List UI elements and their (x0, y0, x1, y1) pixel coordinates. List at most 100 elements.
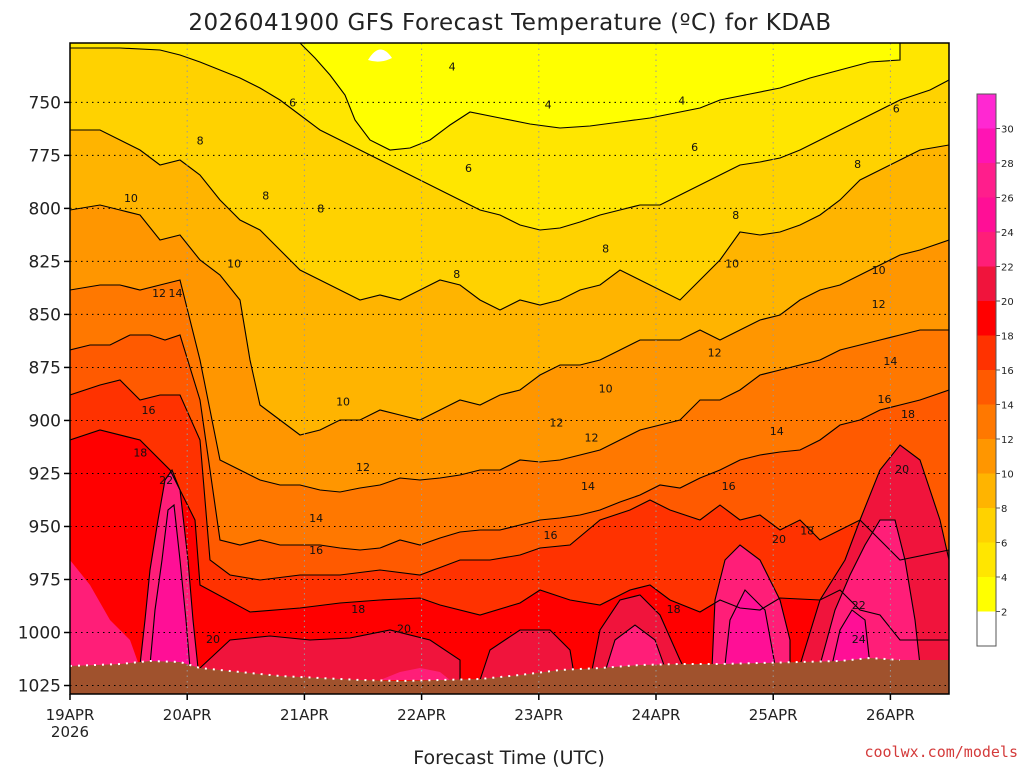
contour-label: 14 (581, 480, 595, 493)
contour-label-text: 16 (878, 393, 892, 406)
contour-label: 18 (901, 408, 915, 421)
contour-10 (70, 204, 949, 436)
contour-label: 6 (893, 103, 900, 116)
warm-pocket-19apr (70, 560, 140, 668)
contour-label-text: 10 (227, 258, 241, 271)
contour-label-text: 8 (854, 158, 861, 171)
source-credit: coolwx.com/models (864, 743, 1018, 761)
contour-4 (299, 43, 901, 151)
contour-label: 6 (691, 141, 698, 154)
contour-label-text: 20 (772, 533, 786, 546)
contour-label-text: 8 (197, 135, 204, 148)
x-axis: 19APR 20APR 21APR 22APR 23APR 24APR 25APR 26APR (46, 694, 915, 724)
contour-label-text: 14 (883, 355, 897, 368)
warm-pocket-26apr-core (832, 610, 870, 665)
colorbar-tick-label: 22 (1001, 263, 1014, 274)
contour-22-e (724, 589, 776, 666)
band-2-4 (300, 43, 900, 150)
contour-label-text: 8 (317, 202, 324, 215)
contour-label-text: 18 (133, 446, 147, 459)
contour-label: 10 (227, 258, 241, 271)
contour-label: 16 (309, 544, 323, 557)
colorbar-swatch (977, 128, 996, 163)
contour-22-a (139, 468, 199, 669)
contour-label-text: 12 (708, 347, 722, 360)
contour-label-text: 14 (770, 425, 784, 438)
colorbar-swatch (977, 163, 996, 198)
y-tick-label: 1025 (18, 677, 61, 697)
colorbar-swatch (977, 404, 996, 439)
contour-label: 16 (722, 480, 736, 493)
colorbar-tick-label: 8 (1001, 504, 1007, 515)
contour-label-text: 16 (309, 544, 323, 557)
warm-pocket-20apr-core (150, 505, 190, 668)
contour-label: 22 (159, 474, 173, 487)
contour-label: 4 (545, 98, 552, 111)
contour-label: 8 (453, 268, 460, 281)
colorbar-swatch (977, 508, 996, 543)
contour-6 (70, 47, 949, 231)
contour-label: 8 (854, 158, 861, 171)
contour-label: 8 (317, 202, 324, 215)
y-tick-label: 775 (29, 146, 61, 166)
contour-20-e (711, 544, 791, 669)
contour-label: 10 (599, 383, 613, 396)
contour-label-text: 12 (872, 298, 886, 311)
contour-label: 8 (262, 190, 269, 203)
warm-pocket-22apr (380, 668, 450, 680)
contour-label-text: 12 (356, 461, 370, 474)
contour-label: 18 (133, 446, 147, 459)
contour-label-text: 16 (722, 480, 736, 493)
contour-label: 12 (549, 417, 563, 430)
colorbar-tick-label: 6 (1001, 539, 1007, 550)
x-tick-label: 22APR (397, 706, 446, 724)
y-tick-label: 825 (29, 252, 61, 272)
contour-label-text: 4 (545, 98, 552, 111)
colorbar-swatch (977, 301, 996, 336)
contour-label-text: 12 (152, 287, 166, 300)
contour-label-text: 6 (465, 162, 472, 175)
warm-pocket-21apr (200, 630, 460, 680)
contour-lines (70, 43, 949, 681)
contour-label: 8 (732, 209, 739, 222)
contour-label: 10 (872, 264, 886, 277)
contour-label: 14 (309, 512, 323, 525)
contour-label-text: 8 (262, 190, 269, 203)
colorbar-tick-label: 12 (1001, 435, 1014, 446)
colorbar-tick-label: 26 (1001, 194, 1014, 205)
colorbar-tick-label: 14 (1001, 401, 1014, 412)
contour-label: 20 (895, 463, 909, 476)
warm-pocket-23apr (480, 630, 575, 680)
contour-label: 22 (852, 599, 866, 612)
contour-label: 20 (772, 533, 786, 546)
colorbar-swatch (977, 94, 996, 129)
contour-12 (70, 279, 949, 493)
band-0-2 (368, 49, 392, 62)
contour-label-text: 24 (852, 633, 866, 646)
contour-label-text: 20 (206, 633, 220, 646)
y-tick-label: 950 (29, 517, 61, 537)
x-axis-year: 2026 (51, 723, 89, 741)
contour-label: 12 (152, 287, 166, 300)
contour-label-text: 10 (599, 383, 613, 396)
contour-label: 8 (197, 135, 204, 148)
contour-label: 4 (678, 94, 685, 107)
contour-label-text: 16 (142, 404, 156, 417)
contour-22-d (604, 624, 666, 673)
contour-label: 12 (708, 347, 722, 360)
contour-label-text: 12 (585, 431, 599, 444)
x-axis-label: Forecast Time (UTC) (413, 747, 604, 768)
contour-label-text: 14 (309, 512, 323, 525)
contour-22-b (149, 503, 191, 669)
x-tick-label: 24APR (632, 706, 681, 724)
colorbar-tick-label: 2 (1001, 608, 1007, 619)
contour-label: 24 (852, 633, 866, 646)
x-tick-label: 23APR (514, 706, 563, 724)
contour-label-text: 12 (549, 417, 563, 430)
y-axis: 750 775 800 825 850 875 900 925 950 975 1000 1025 (18, 93, 70, 697)
contour-20-b (479, 629, 576, 681)
colorbar-tick-label: 24 (1001, 228, 1014, 239)
colorbar-tick-label: 10 (1001, 470, 1014, 481)
contour-label-text: 10 (872, 264, 886, 277)
